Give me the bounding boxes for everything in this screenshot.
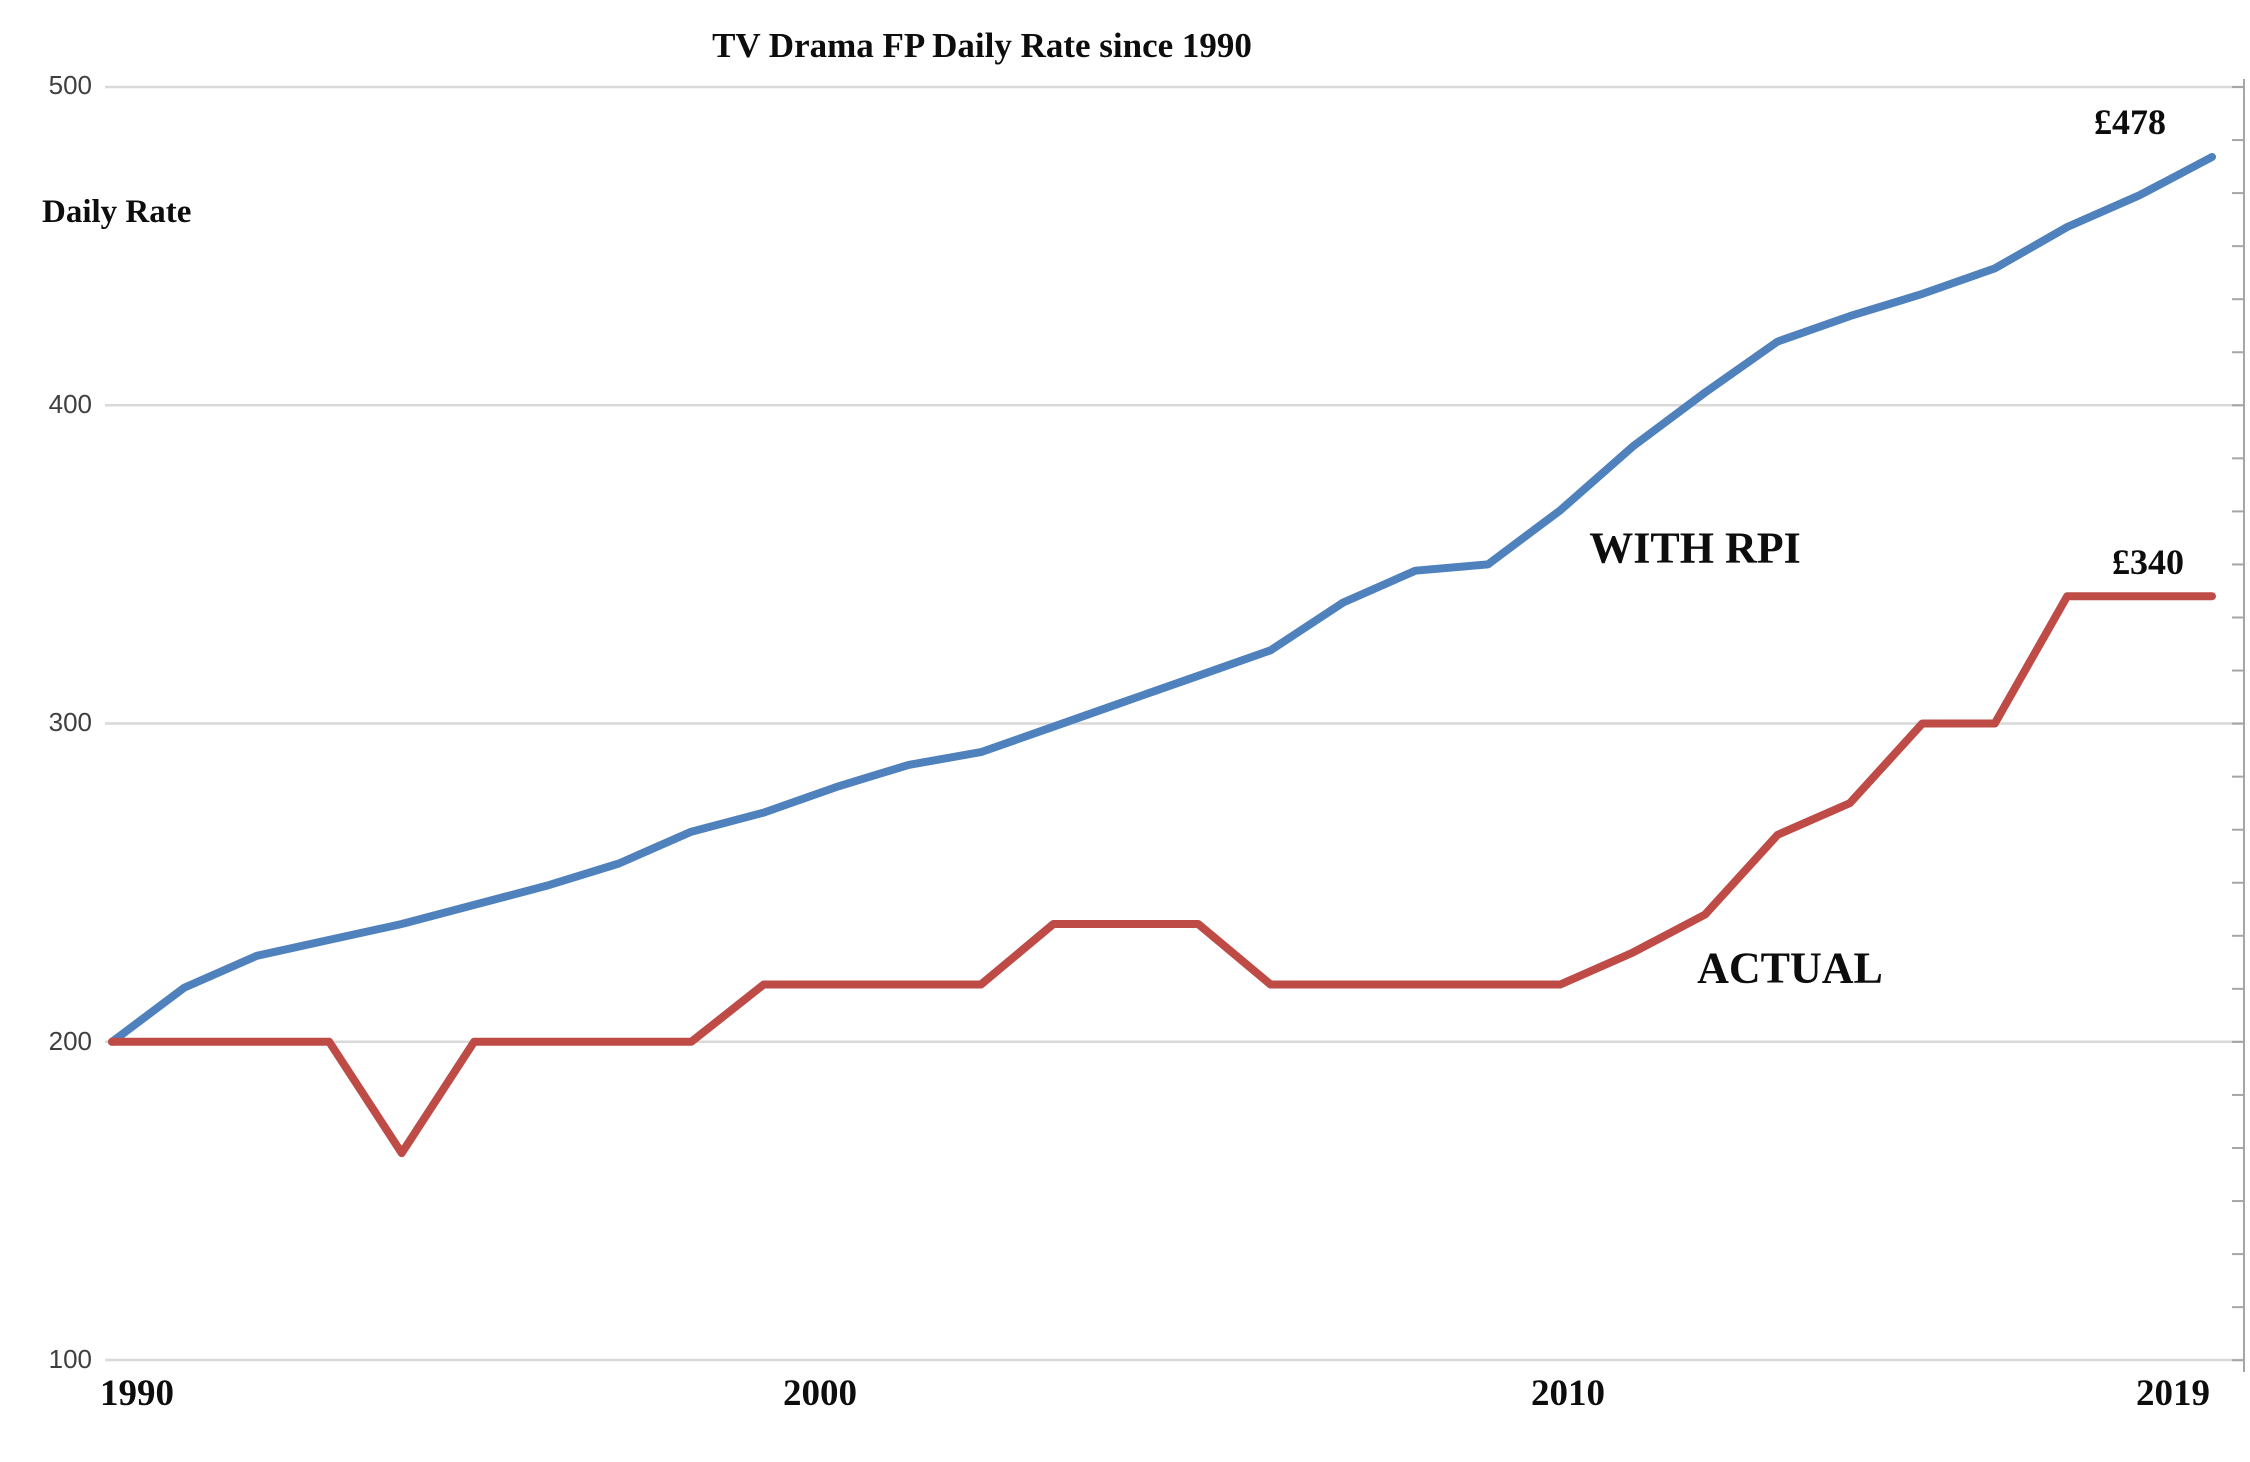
x-tick-1990: 1990: [100, 1373, 174, 1414]
x-tick-2010: 2010: [1531, 1373, 1605, 1414]
actual-end-value-label: £340: [2112, 542, 2184, 582]
x-tick-2000: 2000: [783, 1373, 857, 1414]
rpi-end-value-label: £478: [2094, 102, 2166, 142]
y-tick-200: 200: [48, 1026, 92, 1056]
y-tick-500: 500: [48, 70, 92, 100]
y-tick-400: 400: [48, 389, 92, 419]
x-tick-2019: 2019: [2136, 1373, 2210, 1414]
y-axis-title: Daily Rate: [42, 194, 192, 230]
chart-title: TV Drama FP Daily Rate since 1990: [712, 26, 1252, 65]
y-tick-300: 300: [48, 707, 92, 737]
y-tick-100: 100: [48, 1344, 92, 1374]
series-label-actual: ACTUAL: [1697, 943, 1883, 993]
series-label-with-rpi: WITH RPI: [1589, 523, 1801, 573]
